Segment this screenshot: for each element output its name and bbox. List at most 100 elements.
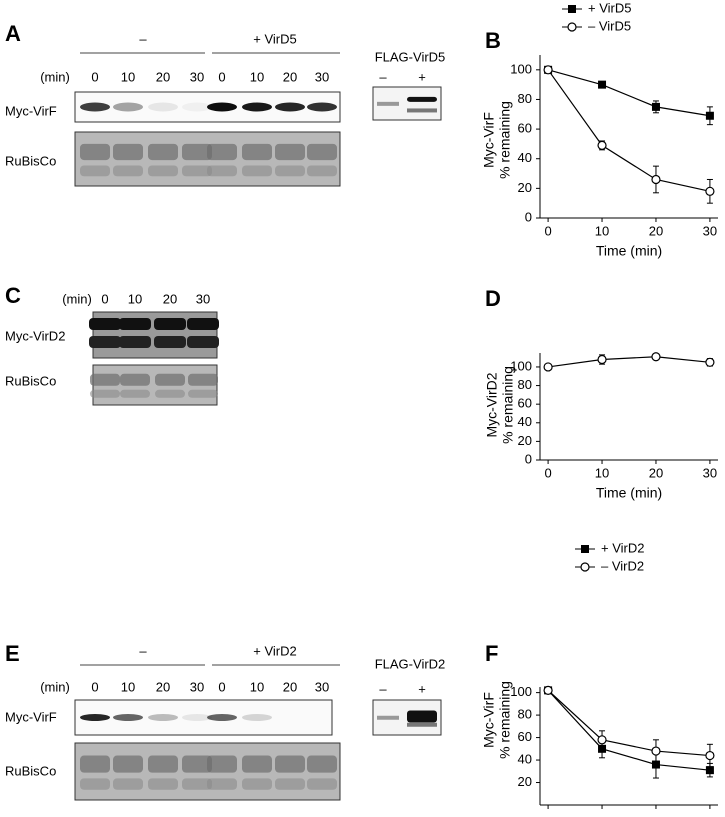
row-label: Myc-VirF [5, 103, 57, 118]
time-label: 0 [91, 679, 98, 694]
time-label: 30 [190, 679, 204, 694]
time-label: 30 [315, 679, 329, 694]
band [182, 755, 212, 773]
x-tick-label: 10 [595, 465, 609, 480]
data-point [651, 352, 661, 362]
band [148, 755, 178, 773]
band [207, 102, 237, 112]
panel-label: B [485, 28, 501, 53]
band [90, 373, 120, 386]
y-tick-label: 60 [518, 396, 532, 411]
x-tick-label: 20 [649, 223, 663, 238]
data-point [543, 685, 553, 695]
y-tick-label: 0 [525, 209, 532, 224]
band [113, 143, 143, 161]
band [275, 102, 305, 112]
band [113, 755, 143, 773]
series-line [547, 69, 711, 192]
band [377, 715, 399, 720]
band [275, 778, 305, 790]
data-point [705, 186, 715, 196]
band [275, 143, 305, 161]
y-tick-label: 60 [518, 121, 532, 136]
series-line [548, 356, 710, 368]
group-label: + VirD5 [253, 31, 296, 46]
y-tick-label: 0 [525, 451, 532, 466]
band [120, 373, 150, 386]
band [407, 96, 437, 102]
data-point [597, 735, 607, 745]
y-tick-label: 40 [518, 150, 532, 165]
x-tick-label: 30 [703, 465, 717, 480]
band [89, 336, 121, 348]
band [155, 389, 185, 398]
data-point [705, 111, 714, 120]
data-point [705, 357, 715, 367]
x-axis-label: Time (min) [596, 243, 662, 259]
group-label: + VirD2 [253, 643, 296, 658]
band [242, 714, 272, 721]
legend-marker [581, 545, 589, 553]
band [377, 101, 399, 106]
band [148, 165, 178, 177]
time-label: 20 [156, 679, 170, 694]
time-label: 10 [250, 679, 264, 694]
time-label: 0 [218, 69, 225, 84]
time-label: 20 [156, 69, 170, 84]
time-label: 20 [283, 69, 297, 84]
time-label: 0 [218, 679, 225, 694]
inset-lane: + [418, 69, 426, 84]
band [242, 143, 272, 161]
panel-label: A [5, 21, 21, 46]
data-point [651, 760, 660, 769]
legend-marker [568, 5, 576, 13]
band [89, 318, 121, 330]
band [148, 102, 178, 112]
band [119, 318, 151, 330]
band [275, 165, 305, 177]
x-tick-label: 0 [544, 465, 551, 480]
time-label: 0 [101, 291, 108, 306]
legend-marker [567, 22, 577, 32]
group-label: – [139, 31, 147, 46]
time-label: 20 [163, 291, 177, 306]
y-tick-label: 80 [518, 91, 532, 106]
time-label: 20 [283, 679, 297, 694]
y-tick-label: 100 [510, 684, 532, 699]
y-tick-label: 40 [518, 414, 532, 429]
band [207, 755, 237, 773]
x-tick-label: 0 [544, 223, 551, 238]
y-tick-label: 100 [510, 61, 532, 76]
row-label: RuBisCo [5, 763, 56, 778]
band [148, 714, 178, 721]
band [90, 389, 120, 398]
y-axis-label: Myc-VirF [481, 692, 497, 748]
band [307, 755, 337, 773]
row-label: RuBisCo [5, 153, 56, 168]
inset-lane: – [379, 69, 387, 84]
band [307, 165, 337, 177]
legend-label: – VirD2 [601, 558, 644, 573]
panel-label: F [485, 641, 498, 666]
band [113, 714, 143, 721]
band [80, 165, 110, 177]
y-axis-label: Myc-VirF [481, 112, 497, 168]
time-label: 30 [196, 291, 210, 306]
row-label: Myc-VirD2 [5, 328, 65, 343]
time-label: 0 [91, 69, 98, 84]
band [187, 336, 219, 348]
y-tick-label: 60 [518, 729, 532, 744]
y-axis-label: % remaining [497, 681, 513, 759]
band [188, 389, 218, 398]
band [275, 755, 305, 773]
band [242, 755, 272, 773]
band [307, 143, 337, 161]
time-label: 10 [121, 69, 135, 84]
y-tick-label: 20 [518, 433, 532, 448]
series-line [547, 689, 710, 771]
x-tick-label: 30 [703, 223, 717, 238]
y-tick-label: 40 [518, 751, 532, 766]
band [182, 714, 212, 721]
y-axis-label: % remaining [500, 366, 516, 444]
